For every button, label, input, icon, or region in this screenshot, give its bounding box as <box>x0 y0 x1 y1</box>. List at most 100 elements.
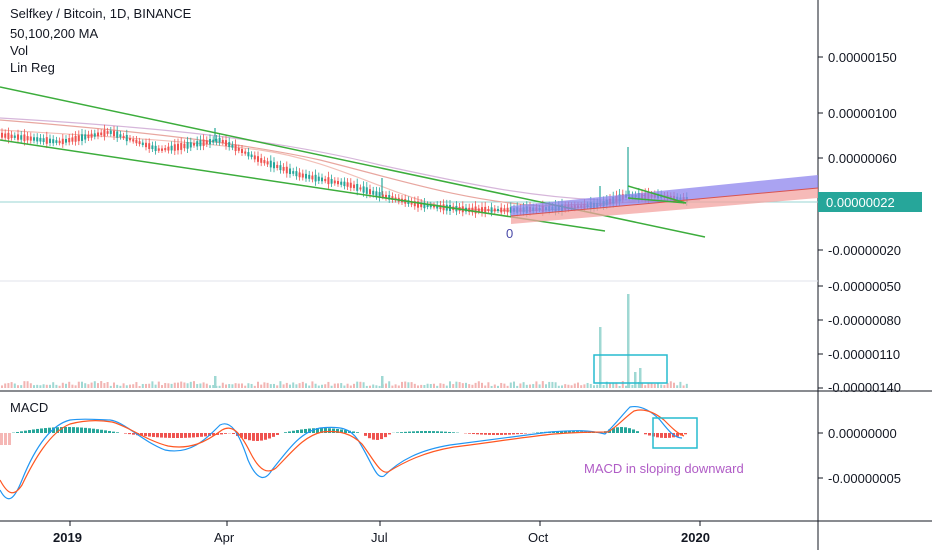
candle-body <box>13 135 16 138</box>
candle-body <box>161 148 163 151</box>
last-price-tag <box>818 192 922 212</box>
candle-body <box>202 139 205 146</box>
volume-bar <box>23 381 26 388</box>
volume-bar <box>362 382 365 388</box>
price-axis[interactable]: 0.00000150 0.00000100 0.00000060 0.00000… <box>818 50 922 395</box>
macd-hist-bar <box>632 429 635 433</box>
macd-hist-bar <box>112 431 115 433</box>
indicator-linreg[interactable]: Lin Reg <box>10 60 55 75</box>
volume-bar <box>513 381 515 388</box>
candle-body <box>273 162 275 169</box>
volume-bar <box>471 384 474 388</box>
ma-200-line <box>0 117 700 201</box>
time-tick-label: 2019 <box>53 530 82 545</box>
candle-body <box>93 133 96 137</box>
volume-bar <box>327 381 330 388</box>
macd-hist-bar <box>4 433 7 445</box>
candle-body <box>205 140 208 145</box>
macd-hist-bar <box>232 433 235 435</box>
candle-body <box>337 180 339 185</box>
macd-hist-bar <box>240 433 243 438</box>
candle-body <box>433 205 435 208</box>
macd-hist-bar <box>152 433 155 437</box>
volume-bar <box>103 383 106 388</box>
macd-hist-bar <box>124 433 127 434</box>
volume-bar <box>55 384 58 388</box>
volume-bar <box>157 381 160 388</box>
macd-hist-bar <box>628 428 631 433</box>
volume-bar <box>269 384 272 388</box>
volume-bar <box>484 385 487 388</box>
volume-bar <box>356 381 359 388</box>
candle-body <box>81 134 83 141</box>
volume-bar <box>221 382 224 388</box>
macd-hist-bar <box>248 433 251 441</box>
macd-hist-bar <box>316 428 319 433</box>
volume-bar <box>295 384 298 388</box>
macd-hist-bar <box>476 433 479 435</box>
volume-bar <box>631 384 634 388</box>
macd-hist-bar <box>52 427 55 433</box>
volume-bar <box>13 383 16 388</box>
volume-bar <box>52 382 55 388</box>
candle-body <box>250 154 253 158</box>
volume-bar <box>538 384 541 388</box>
volume-bar <box>413 383 416 388</box>
macd-tick-label: 0.00000000 <box>828 426 897 441</box>
volume-bar <box>442 383 445 388</box>
candle-body <box>477 208 480 212</box>
volume-bar <box>625 385 627 388</box>
volume-bar <box>669 381 672 388</box>
macd-hist-bar <box>480 433 483 435</box>
volume-bar <box>231 384 234 388</box>
indicator-ma[interactable]: 50,100,200 MA <box>10 26 99 41</box>
volume-bar <box>359 381 362 388</box>
volume-bar <box>385 383 387 388</box>
time-axis[interactable]: 2019 Apr Jul Oct 2020 <box>53 521 710 545</box>
macd-hist-bar <box>560 431 563 433</box>
candle-body <box>199 140 202 147</box>
candle-body <box>218 137 221 143</box>
macd-hist-bar <box>188 433 191 438</box>
macd-label[interactable]: MACD <box>10 400 48 415</box>
volume-bar <box>170 383 173 388</box>
macd-hist-bar <box>320 428 323 433</box>
time-tick-label: 2020 <box>681 530 710 545</box>
macd-hist-bar <box>404 431 407 433</box>
candle-body <box>292 171 295 174</box>
candle-body <box>487 208 490 212</box>
volume-bar <box>337 383 339 388</box>
macd-axis[interactable]: 0.00000000 -0.00000005 <box>818 426 901 486</box>
macd-hist-bar <box>676 433 679 437</box>
candle-body <box>209 139 211 145</box>
macd-hist-bar <box>256 433 259 441</box>
volume-bar <box>285 382 288 388</box>
candle-body <box>49 138 51 144</box>
candle-body <box>340 181 343 185</box>
candle-body <box>497 208 499 212</box>
candle-body <box>298 172 301 178</box>
candle-body <box>343 181 346 187</box>
macd-histogram <box>0 427 687 445</box>
volume-bar <box>177 382 179 388</box>
volume-bar <box>525 384 528 388</box>
volume-bar <box>93 381 96 388</box>
macd-hist-bar <box>292 430 295 433</box>
lin-reg-channel-lower <box>511 188 818 224</box>
indicator-vol[interactable]: Vol <box>10 43 28 58</box>
candle-body <box>503 208 506 212</box>
volume-bar <box>199 383 202 388</box>
volume-bar <box>333 383 336 388</box>
candle-body <box>39 137 42 142</box>
volume-bar <box>516 385 519 388</box>
macd-hist-bar <box>148 433 151 437</box>
price-tick-label: 0.00000060 <box>828 151 897 166</box>
macd-hist-bar <box>356 432 359 433</box>
volume-bar <box>145 383 147 388</box>
volume-bar <box>503 383 506 388</box>
candle-body <box>330 178 333 184</box>
volume-spike <box>214 376 217 388</box>
macd-hist-bar <box>424 431 427 433</box>
macd-hist-bar <box>260 433 263 441</box>
